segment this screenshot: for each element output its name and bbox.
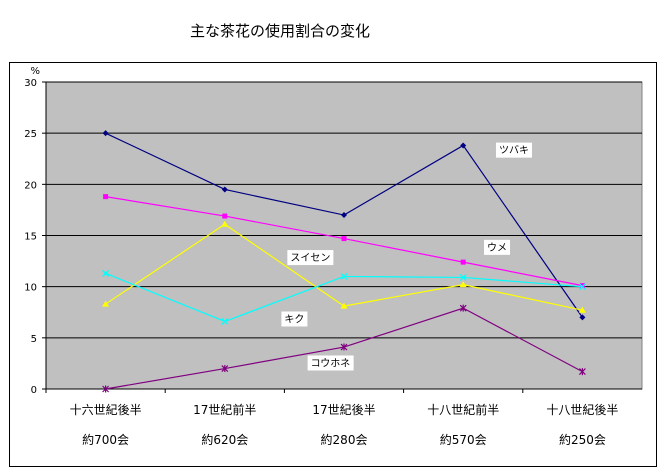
data-point [102, 269, 110, 277]
x-sublabel: 約570会 [440, 432, 487, 447]
data-point [341, 212, 347, 219]
series-5 [102, 304, 586, 393]
series-label-box [495, 142, 532, 158]
data-point [221, 220, 229, 227]
data-point [103, 194, 109, 200]
data-point [459, 281, 467, 288]
series-4 [102, 269, 586, 325]
data-point [340, 343, 348, 351]
data-point [578, 306, 586, 313]
series-label: コウホネ [311, 357, 351, 369]
data-point [460, 142, 467, 149]
series-3 [102, 220, 586, 313]
data-point [222, 213, 228, 219]
y-tick-label: 15 [24, 232, 37, 243]
data-point [340, 272, 348, 280]
series-label-box [281, 311, 308, 327]
series-label-box [484, 239, 511, 255]
data-point [221, 318, 229, 325]
y-tick-label: 10 [24, 283, 37, 294]
y-axis-label: % [30, 66, 40, 77]
data-point [459, 273, 467, 281]
y-tick-label: 25 [24, 129, 37, 140]
y-tick-label: 5 [31, 334, 37, 345]
series-label: ツバキ [499, 145, 529, 157]
x-sublabel: 約280会 [321, 432, 368, 447]
chart-frame [9, 62, 657, 467]
x-tick-label: 十八世紀後半 [546, 403, 618, 417]
series-label-box [287, 250, 334, 266]
x-axis-labels: 十六世紀後半約700会17世紀前半約620会17世紀後半約280会十八世紀前半約… [45, 389, 618, 447]
series-lines [102, 130, 586, 393]
x-tick-label: 17世紀後半 [312, 403, 375, 417]
data-point [579, 283, 585, 289]
data-point [341, 236, 347, 242]
series-label: ウメ [487, 242, 507, 254]
series-2 [103, 194, 585, 289]
y-tick-label: 0 [31, 385, 37, 396]
x-sublabel: 約250会 [559, 432, 606, 447]
y-tick-label: 30 [24, 78, 37, 89]
y-tick-label: 20 [24, 180, 37, 191]
x-sublabel: 約620会 [201, 432, 248, 447]
data-point [578, 283, 586, 291]
series-label-box [307, 355, 354, 371]
x-tick-label: 十八世紀前半 [427, 402, 499, 417]
data-point [340, 302, 348, 309]
data-point [459, 304, 467, 312]
series-1 [102, 130, 586, 321]
data-point [221, 186, 228, 193]
chart-title: 主な茶花の使用割合の変化 [189, 22, 370, 40]
data-point [579, 314, 586, 321]
data-point [221, 365, 229, 373]
data-point [460, 259, 466, 265]
data-point [102, 130, 109, 137]
series-label: キク [284, 313, 304, 325]
x-tick-label: 17世紀前半 [193, 402, 256, 417]
data-point [102, 300, 110, 307]
x-tick-label: 十六世紀後半 [70, 403, 142, 417]
y-axis-ticks: 0 5 10 15 20 25 30 [24, 78, 642, 396]
x-sublabel: 約700会 [82, 432, 129, 447]
series-label: スイセン [290, 252, 330, 264]
data-point [102, 385, 110, 393]
data-point [578, 368, 586, 376]
gridlines [46, 81, 642, 339]
